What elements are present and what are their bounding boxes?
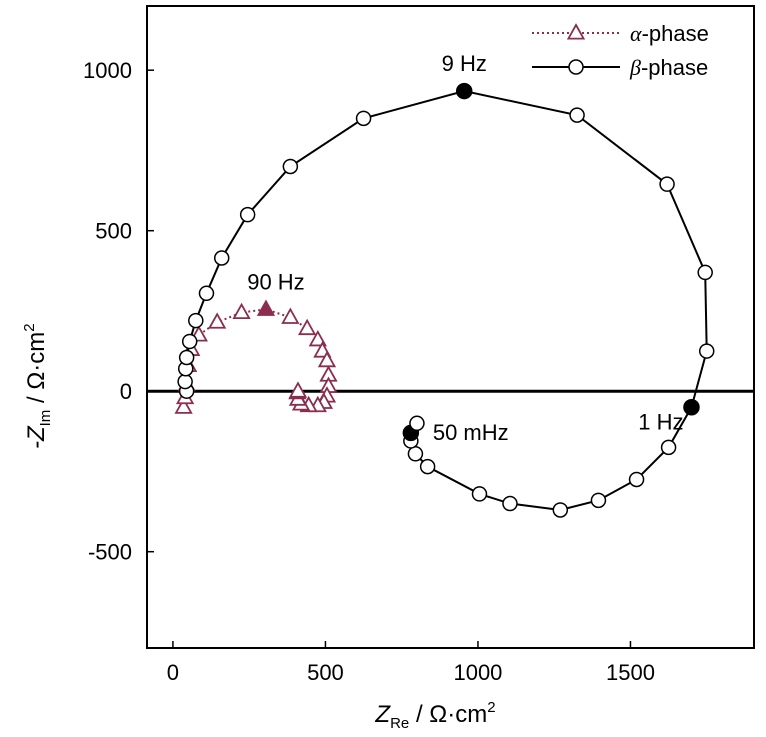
x-axis-title: ZRe / Ω·cm2 <box>374 699 495 732</box>
legend-marker <box>568 59 584 75</box>
legend-entry-beta: β-phase <box>532 55 708 80</box>
y-tick-label: -500 <box>88 540 132 565</box>
y-tick-label: 0 <box>120 379 132 404</box>
data-point <box>174 397 193 414</box>
data-point <box>239 206 256 223</box>
data-point <box>188 312 204 329</box>
data-point <box>698 343 715 359</box>
data-point <box>308 329 327 347</box>
series-line <box>184 90 708 511</box>
data-point <box>317 350 337 368</box>
frequency-annotation: 50 mHz <box>433 420 509 445</box>
x-tick-label: 500 <box>307 660 344 685</box>
frequency-annotation: 9 Hz <box>442 51 487 76</box>
annotation-layer: 9 Hz 90 Hz 50 mHz 1 Hz <box>247 51 683 445</box>
data-point <box>198 285 215 302</box>
x-tick-label: 0 <box>167 660 179 685</box>
series-beta <box>177 82 715 518</box>
frequency-annotation: 1 Hz <box>638 409 683 434</box>
y-tick-label: 500 <box>95 219 132 244</box>
data-point <box>659 176 675 192</box>
data-point <box>181 333 198 350</box>
data-point <box>232 302 251 320</box>
data-point <box>288 381 308 398</box>
legend-entry-alpha: α-phase <box>532 21 709 46</box>
legend-marker <box>566 23 586 40</box>
data-point <box>213 250 230 266</box>
data-point <box>552 502 569 518</box>
plot-frame <box>146 5 755 649</box>
axis-titles: ZRe / Ω·cm2 -ZIm / Ω·cm2 <box>21 323 496 732</box>
data-point <box>683 399 700 416</box>
data-point <box>502 495 518 512</box>
data-point <box>419 458 436 475</box>
y-tick-label: 1000 <box>83 58 132 83</box>
legend: α-phase β-phase <box>532 21 709 80</box>
data-point <box>178 349 195 366</box>
data-point <box>256 299 276 316</box>
data-point <box>177 373 193 390</box>
data-point <box>628 471 645 488</box>
data-point <box>590 492 607 509</box>
data-point <box>697 264 713 281</box>
data-point <box>409 415 425 432</box>
data-point <box>298 318 317 336</box>
data-point <box>471 486 488 502</box>
frequency-annotation: 90 Hz <box>247 269 304 294</box>
series-layer <box>174 82 715 518</box>
axis-ticks: 0 500 1000 1500 -500 0 500 1000 <box>83 58 655 685</box>
data-point <box>455 82 473 100</box>
legend-label: β-phase <box>629 55 708 80</box>
legend-label: α-phase <box>630 21 709 46</box>
data-point <box>407 446 424 462</box>
data-point <box>569 107 585 123</box>
data-point <box>660 439 677 456</box>
data-point <box>282 158 299 175</box>
x-tick-label: 1000 <box>453 660 502 685</box>
x-tick-label: 1500 <box>606 660 655 685</box>
data-point <box>208 312 227 329</box>
plot-border <box>146 5 755 649</box>
y-axis-title: -ZIm / Ω·cm2 <box>21 323 54 449</box>
data-point <box>355 110 372 127</box>
data-point <box>281 307 300 324</box>
